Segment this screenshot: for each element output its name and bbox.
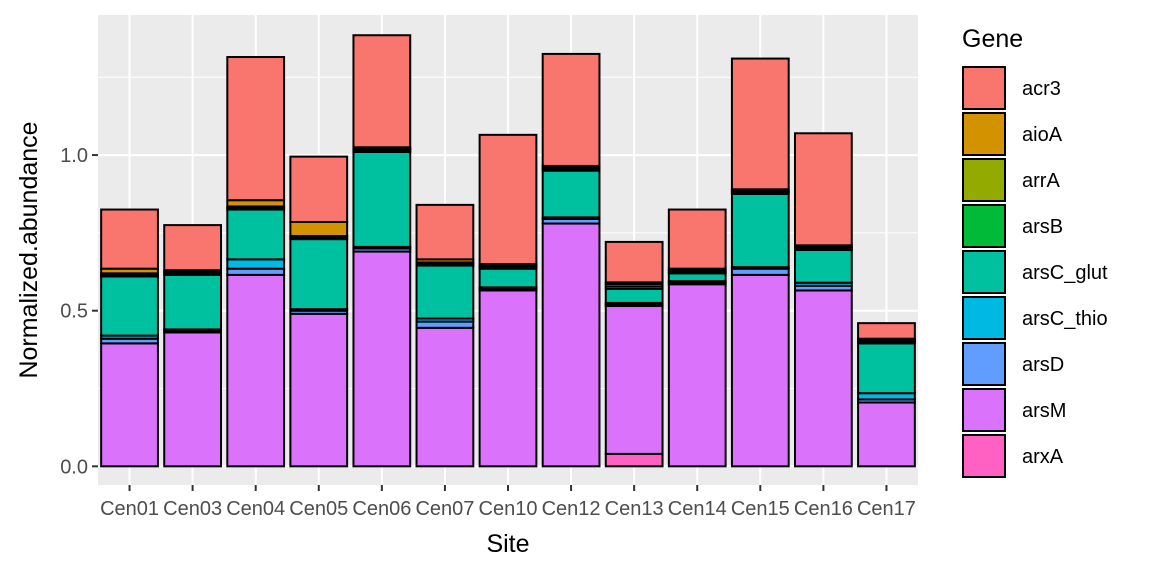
x-tick-label: Cen04 [226, 498, 285, 520]
legend-label: arsC_glut [1022, 262, 1108, 284]
x-tick-label: Cen06 [352, 498, 411, 520]
legend-label: arsD [1022, 354, 1064, 376]
x-axis-title: Site [486, 530, 529, 558]
bar-segment-arsm [415, 326, 475, 468]
x-tick-label: Cen07 [415, 498, 474, 520]
bar-segment-arsm [478, 289, 538, 468]
bar-segment-acr3 [794, 132, 853, 247]
bar-segment-acr3 [352, 34, 412, 149]
legend-key-arra [962, 158, 1006, 202]
legend: Gene acr3 aioA arrA arsB arsC_glut arsC_thioa… [962, 25, 1108, 478]
legend-key-acr3 [962, 66, 1006, 110]
x-tick-label: Cen14 [668, 498, 727, 520]
legend-label: aioA [1022, 124, 1063, 146]
bar-segment-arsm [163, 331, 223, 468]
bar-segment-arsm [100, 342, 159, 468]
bar-segment-acr3 [415, 203, 475, 261]
legend-label: arxA [1022, 446, 1064, 468]
bar-segment-arsm [541, 222, 601, 468]
y-axis-title: Normalized.abundance [15, 121, 43, 378]
y-axis: 0.0 0.5 1.0 [60, 145, 98, 478]
y-tick-label: 0.5 [60, 301, 88, 323]
bar-segment-aioa [289, 220, 349, 237]
bars [100, 34, 916, 468]
bar-segment-arsm [730, 273, 790, 468]
bar-segment-arsc-thio [226, 258, 286, 270]
bar-segment-arsc-glut [163, 273, 223, 331]
legend-key-aioa [962, 112, 1006, 156]
bar-segment-acr3 [604, 240, 664, 284]
bar-segment-arsm [604, 305, 664, 455]
bar-segment-arsm [794, 289, 853, 468]
legend-label: acr3 [1022, 78, 1061, 100]
bar-segment-arsc-glut [667, 272, 727, 283]
bar-segment-arsm [667, 283, 727, 468]
x-tick-label: Cen05 [289, 498, 348, 520]
y-tick-label: 1.0 [60, 145, 88, 167]
bar-segment-arsm [289, 312, 349, 468]
bar-segment-arsc-glut [604, 287, 664, 304]
bar-segment-arsm [857, 401, 916, 468]
bar-segment-arsc-glut [226, 208, 286, 261]
bar-segment-arsm [352, 250, 412, 468]
x-tick-label: Cen17 [857, 498, 916, 520]
bar-segment-arsc-glut [289, 238, 349, 311]
legend-label: arsB [1022, 216, 1063, 238]
x-tick-label: Cen12 [542, 498, 601, 520]
bar-segment-acr3 [226, 56, 286, 202]
x-tick-label: Cen10 [479, 498, 538, 520]
legend-key-arsb [962, 204, 1006, 248]
bar-segment-acr3 [667, 208, 727, 270]
x-tick-label: Cen01 [100, 498, 159, 520]
x-tick-label: Cen13 [605, 498, 664, 520]
bar-segment-arsc-glut [794, 249, 853, 284]
bar-segment-acr3 [730, 57, 790, 191]
legend-label: arsM [1022, 400, 1066, 422]
bar-segment-arsc-glut [541, 169, 601, 219]
legend-label: arsC_thio [1022, 308, 1108, 330]
x-tick-label: Cen15 [731, 498, 790, 520]
y-tick-label: 0.0 [60, 456, 88, 478]
x-axis: Cen01 Cen03 Cen04 Cen05 Cen06 Cen07 Cen10 Cen12… [100, 485, 916, 520]
legend-key-arsc-glut [962, 250, 1006, 294]
x-tick-label: Cen16 [794, 498, 853, 520]
legend-key-arsd [962, 342, 1006, 386]
bar-segment-arsc-glut [100, 275, 159, 337]
bar-segment-arsc-glut [415, 264, 475, 320]
bar-segment-acr3 [857, 322, 916, 340]
bar-segment-arsc-glut [478, 267, 538, 289]
bar-segment-acr3 [478, 133, 538, 266]
bar-segment-acr3 [163, 224, 223, 272]
legend-key-arxa [962, 434, 1006, 478]
bar-segment-arsc-glut [352, 150, 412, 248]
legend-key-arsm [962, 388, 1006, 432]
bar-segment-acr3 [100, 208, 159, 270]
x-tick-label: Cen03 [163, 498, 222, 520]
bar-segment-acr3 [289, 155, 349, 223]
bar-segment-arsm [226, 273, 286, 468]
bar-segment-arsc-glut [857, 342, 916, 395]
legend-key-arsc-thio [962, 296, 1006, 340]
legend-title: Gene [962, 25, 1023, 53]
bar-segment-acr3 [541, 52, 601, 167]
bar-segment-arxa [604, 452, 664, 468]
legend-label: arrA [1022, 170, 1060, 192]
bar-segment-arsc-glut [730, 192, 790, 269]
